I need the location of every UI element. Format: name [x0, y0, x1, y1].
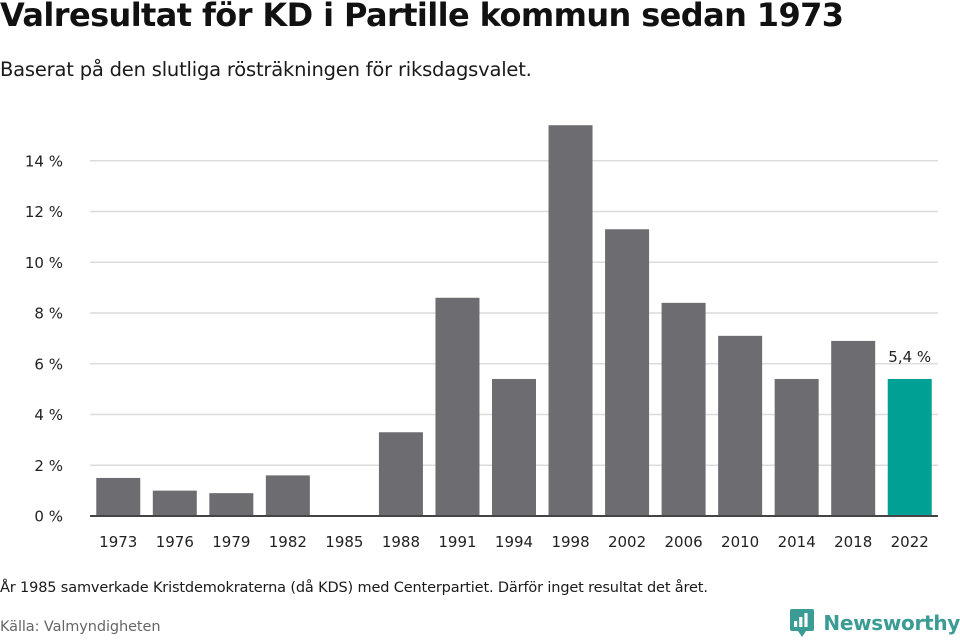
bar-1988: [378, 432, 423, 516]
y-tick-label: 4 %: [34, 406, 63, 424]
chart-title: Valresultat för KD i Partille kommun sed…: [0, 0, 844, 34]
bar-1976: [152, 490, 197, 516]
bar-1994: [492, 378, 536, 516]
bar-2022: [887, 378, 932, 516]
x-tick-label: 1998: [551, 533, 589, 551]
x-tick-label: 1973: [99, 533, 137, 551]
chart-footnote: År 1985 samverkade Kristdemokraterna (då…: [0, 580, 708, 596]
bar-1998: [548, 125, 593, 516]
bar-2018: [831, 340, 876, 516]
x-tick-label: 2014: [778, 533, 816, 551]
x-tick-label: 1985: [325, 533, 363, 551]
bar-2010: [718, 335, 763, 516]
bar-2002: [605, 229, 650, 516]
bar-chart: 0 % 2 % 4 % 6 % 8 % 10 % 12 % 14 % 1973 1976 1979 1…: [25, 125, 938, 551]
y-tick-label: 12 %: [25, 203, 63, 221]
x-tick-label: 1991: [438, 533, 476, 551]
bar-1979: [209, 493, 254, 516]
x-tick-label: 2002: [608, 533, 646, 551]
y-tick-label: 8 %: [34, 305, 63, 323]
x-tick-label: 2018: [834, 533, 872, 551]
y-tick-label: 10 %: [25, 254, 63, 272]
x-tick-label: 1979: [212, 533, 250, 551]
y-tick-label: 0 %: [34, 508, 63, 526]
chart-source: Källa: Valmyndigheten: [0, 619, 161, 635]
bar-2006: [661, 302, 706, 516]
chart-subtitle: Baserat på den slutliga rösträkningen fö…: [0, 58, 532, 81]
bar-1982: [265, 475, 310, 516]
x-tick-label: 1994: [495, 533, 533, 551]
bar-1973: [96, 477, 141, 516]
x-tick-label: 2010: [721, 533, 759, 551]
y-tick-label: 14 %: [25, 152, 63, 170]
x-tick-label: 1988: [382, 533, 420, 551]
x-tick-label: 2006: [665, 533, 703, 551]
x-tick-label: 2022: [891, 533, 929, 551]
x-tick-label: 1982: [269, 533, 307, 551]
y-tick-label: 6 %: [34, 355, 63, 373]
newsworthy-logo-icon: [790, 609, 815, 637]
bar-2014: [774, 378, 819, 516]
bar-1991: [435, 297, 480, 516]
data-label: 5,4 %: [888, 348, 931, 366]
brand: Newsworthy: [789, 608, 960, 638]
y-tick-label: 2 %: [34, 457, 63, 475]
x-tick-label: 1976: [156, 533, 194, 551]
brand-name: Newsworthy: [823, 611, 960, 635]
